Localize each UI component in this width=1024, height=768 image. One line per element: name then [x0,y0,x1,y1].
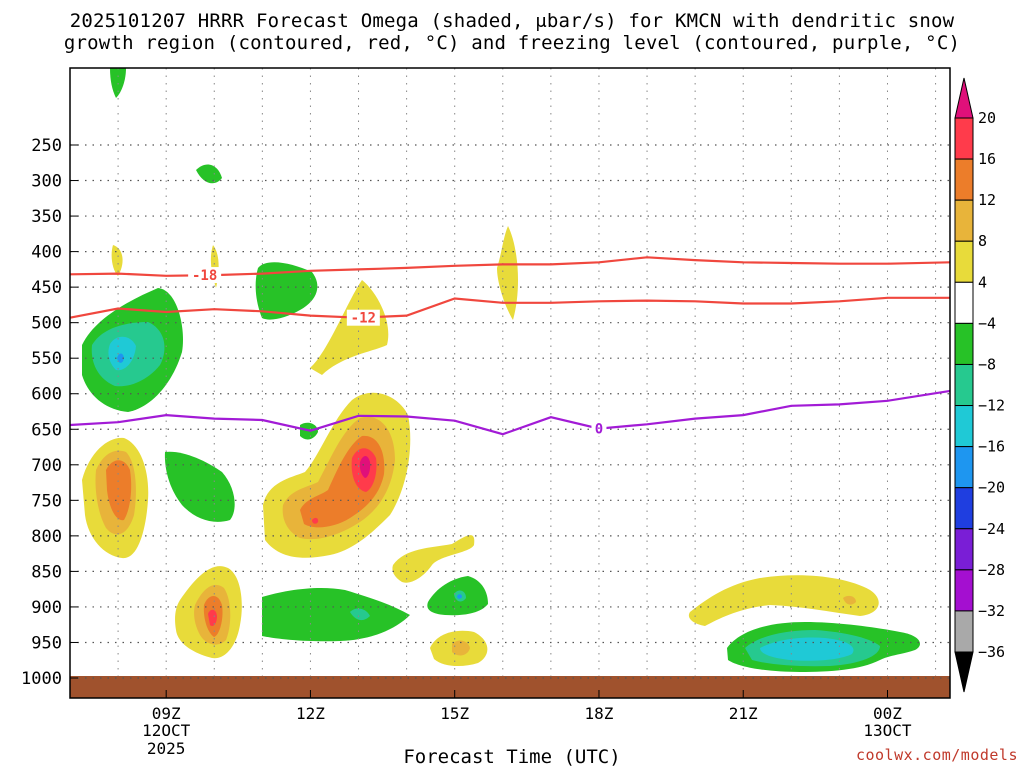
pressure-tick-label: 450 [31,278,62,298]
colorbar-label: 16 [978,150,996,168]
pressure-tick-label: 750 [31,491,62,511]
plot-frame [69,67,951,699]
omega-yellow-blob-15z [392,535,475,583]
colorbar-band [954,117,974,160]
colorbar-label: −4 [978,314,996,332]
colorbar-label: 8 [978,232,987,250]
chart-title-line-1: 2025101207 HRRR Forecast Omega (shaded, … [69,10,955,32]
omega-teal-core-13z-lower [350,608,370,621]
time-tick-date: 12OCT [142,721,191,740]
omega-gold-core-1530z [452,640,470,656]
omega-yellow-blob-14z [310,280,389,375]
contour-label-bg [188,267,222,284]
omega-yellow-blob-22z [688,575,879,626]
time-tick-year: 2025 [147,739,186,758]
omega-red-core-10z [208,609,217,626]
pressure-tick-label: 550 [31,349,62,369]
pressure-tick-label: 800 [31,527,62,547]
x-axis-title: Forecast Time (UTC) [403,746,621,768]
colorbar-label: −20 [978,479,1005,497]
omega-gold-core-23z [843,595,856,605]
pressure-tick-label: 950 [31,633,62,653]
pressure-tick-label: 400 [31,243,62,263]
contour-label-bg [346,309,380,326]
colorbar-label: −24 [978,520,1005,538]
contour-label: -18 [192,268,217,284]
colorbar-band [954,281,974,324]
pressure-tick-label: 300 [31,172,62,192]
colorbar-label: 4 [978,273,987,291]
colorbar-band [954,158,974,201]
pressure-tick-label: 700 [31,456,62,476]
time-tick-date: 13OCT [863,721,912,740]
time-tick-label: 15Z [440,704,469,723]
omega-shading [70,68,950,698]
colorbar-bottom-arrow [954,651,974,693]
omega-orange-dot-12z [312,517,319,524]
omega-cyan-core-22z-lower [760,637,854,661]
credit-watermark: coolwx.com/models [855,746,1018,764]
colorbar-band [954,487,974,530]
time-tick-label: 00Z [873,704,902,723]
omega-upper-yellow-blob [111,245,123,276]
colorbar-top-arrow [954,77,974,119]
colorbar-band [954,405,974,448]
colorbar-band [954,446,974,489]
pressure-axis: 250 300 350 400 450 500 550 600 650 700 750 800 850 9… [21,136,78,689]
colorbar-label: −28 [978,561,1005,579]
pressure-tick-label: 850 [31,562,62,582]
pressure-tick-label: 900 [31,598,62,618]
colorbar-band [954,569,974,612]
temperature-contours: -18 -12 0 [69,256,951,438]
colorbar-band [954,363,974,407]
omega-cyan-blob-08z [108,336,136,371]
contour-line [69,389,951,436]
colorbar-band [954,240,974,283]
contour-label-bg [591,420,607,437]
pressure-tick-label: 500 [31,314,62,334]
colorbar-label: −32 [978,602,1005,620]
time-tick-label: 18Z [585,704,614,723]
contour-label: -12 [351,311,376,327]
contour-label: 0 [595,422,603,438]
time-tick-label: 21Z [729,704,758,723]
chart-title-line-2: growth region (contoured, red, °C) and f… [63,32,961,54]
omega-green-blob-12z-lower [262,587,410,642]
omega-orange-blob-08z [106,460,132,521]
colorbar-label: 12 [978,191,996,209]
colorbar-label: 20 [978,109,996,127]
colorbar-label: −16 [978,438,1005,456]
time-tick-label: 09Z [152,704,181,723]
omega-green-blob-0930z [164,451,235,522]
omega-magenta-core-13z [359,456,371,478]
pressure-tick-label: 350 [31,207,62,227]
colorbar-band [954,528,974,571]
omega-yellow-blob-16z [497,226,519,320]
omega-colorbar: 20 16 12 8 4 −4 −8 −12 −16 −20 −24 −28 −32 −36 [954,77,1005,693]
omega-blue-dot-15z-lower [457,594,462,599]
omega-green-blob-11z [255,262,318,320]
pressure-tick-label: 250 [31,136,62,156]
omega-green-blob-upper [196,164,222,184]
colorbar-band [954,610,974,653]
colorbar-label: −8 [978,355,996,373]
omega-blue-core-08z [117,353,124,363]
pressure-tick-label: 650 [31,420,62,440]
pressure-tick-label: 1000 [21,669,62,689]
time-tick-label: 12Z [296,704,325,723]
contour-line [69,296,950,319]
colorbar-label: −36 [978,643,1005,661]
pressure-tick-label: 600 [31,385,62,405]
terrain-below-ground [70,676,950,698]
colorbar-band [954,199,974,242]
colorbar-label: −12 [978,397,1005,415]
colorbar-band [954,322,974,365]
